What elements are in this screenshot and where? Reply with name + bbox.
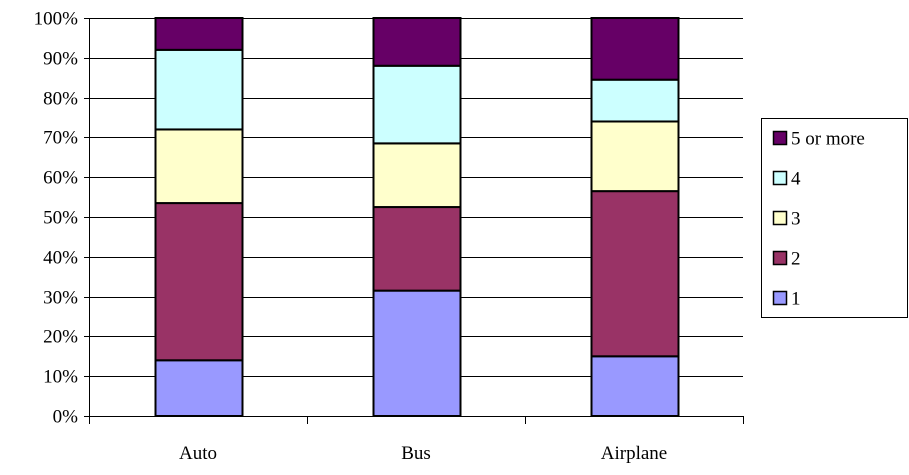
legend-swatch-1 xyxy=(772,130,788,146)
bar-segment-bus-series-3 xyxy=(372,142,462,209)
y-tick-label-5: 50% xyxy=(43,208,78,229)
y-tick-label-3: 30% xyxy=(43,288,78,309)
y-tick-label-4: 40% xyxy=(43,248,78,269)
legend-label-5: 1 xyxy=(791,289,801,310)
bar-segment-airplane-series-2 xyxy=(590,190,680,358)
bar-segment-bus-series-1 xyxy=(372,289,462,418)
y-tick-label-8: 80% xyxy=(43,89,78,110)
axes xyxy=(84,18,744,424)
legend-label-1: 5 or more xyxy=(791,129,865,150)
y-tick-label-9: 90% xyxy=(43,49,78,70)
y-tick-label-0: 0% xyxy=(53,407,79,428)
bar-segment-auto-series-4 xyxy=(154,48,244,131)
bar-segment-auto-series-3 xyxy=(154,128,244,205)
bar-segment-airplane-series-1 xyxy=(590,355,680,417)
x-tick-label-auto: Auto xyxy=(179,443,217,464)
legend-label-2: 4 xyxy=(791,169,801,190)
bar-segment-airplane-series-4 xyxy=(590,78,680,123)
legend: 5 or more 4 3 2 1 xyxy=(761,118,908,318)
bar-segment-bus-series-4 xyxy=(372,64,462,145)
bar-segment-bus-series-2 xyxy=(372,206,462,292)
y-tick-label-1: 10% xyxy=(43,367,78,388)
bar-segment-airplane-series-3 xyxy=(590,120,680,193)
y-tick-label-6: 60% xyxy=(43,168,78,189)
legend-label-3: 3 xyxy=(791,209,801,230)
x-tick-label-airplane: Airplane xyxy=(601,443,667,464)
legend-swatch-4 xyxy=(772,250,788,266)
y-tick-label-7: 70% xyxy=(43,128,78,149)
bar-segment-bus-series-5 xyxy=(372,17,462,67)
bar-segment-auto-series-5 xyxy=(154,17,244,51)
legend-swatch-5 xyxy=(772,290,788,306)
y-tick-label-10: 100% xyxy=(34,9,79,30)
bar-segment-auto-series-2 xyxy=(154,202,244,362)
y-tick-label-2: 20% xyxy=(43,327,78,348)
tick-labels: 0% 10% 20% 30% 40% 50% 60% 70% 80% 90% 100% Auto Bus… xyxy=(34,9,668,465)
bar-segment-auto-series-1 xyxy=(154,359,244,417)
bars xyxy=(154,17,680,418)
x-tick-label-bus: Bus xyxy=(401,443,431,464)
legend-swatch-3 xyxy=(772,210,788,226)
legend-swatch-2 xyxy=(772,170,788,186)
bar-segment-airplane-series-5 xyxy=(590,17,680,81)
legend-label-4: 2 xyxy=(791,249,801,270)
